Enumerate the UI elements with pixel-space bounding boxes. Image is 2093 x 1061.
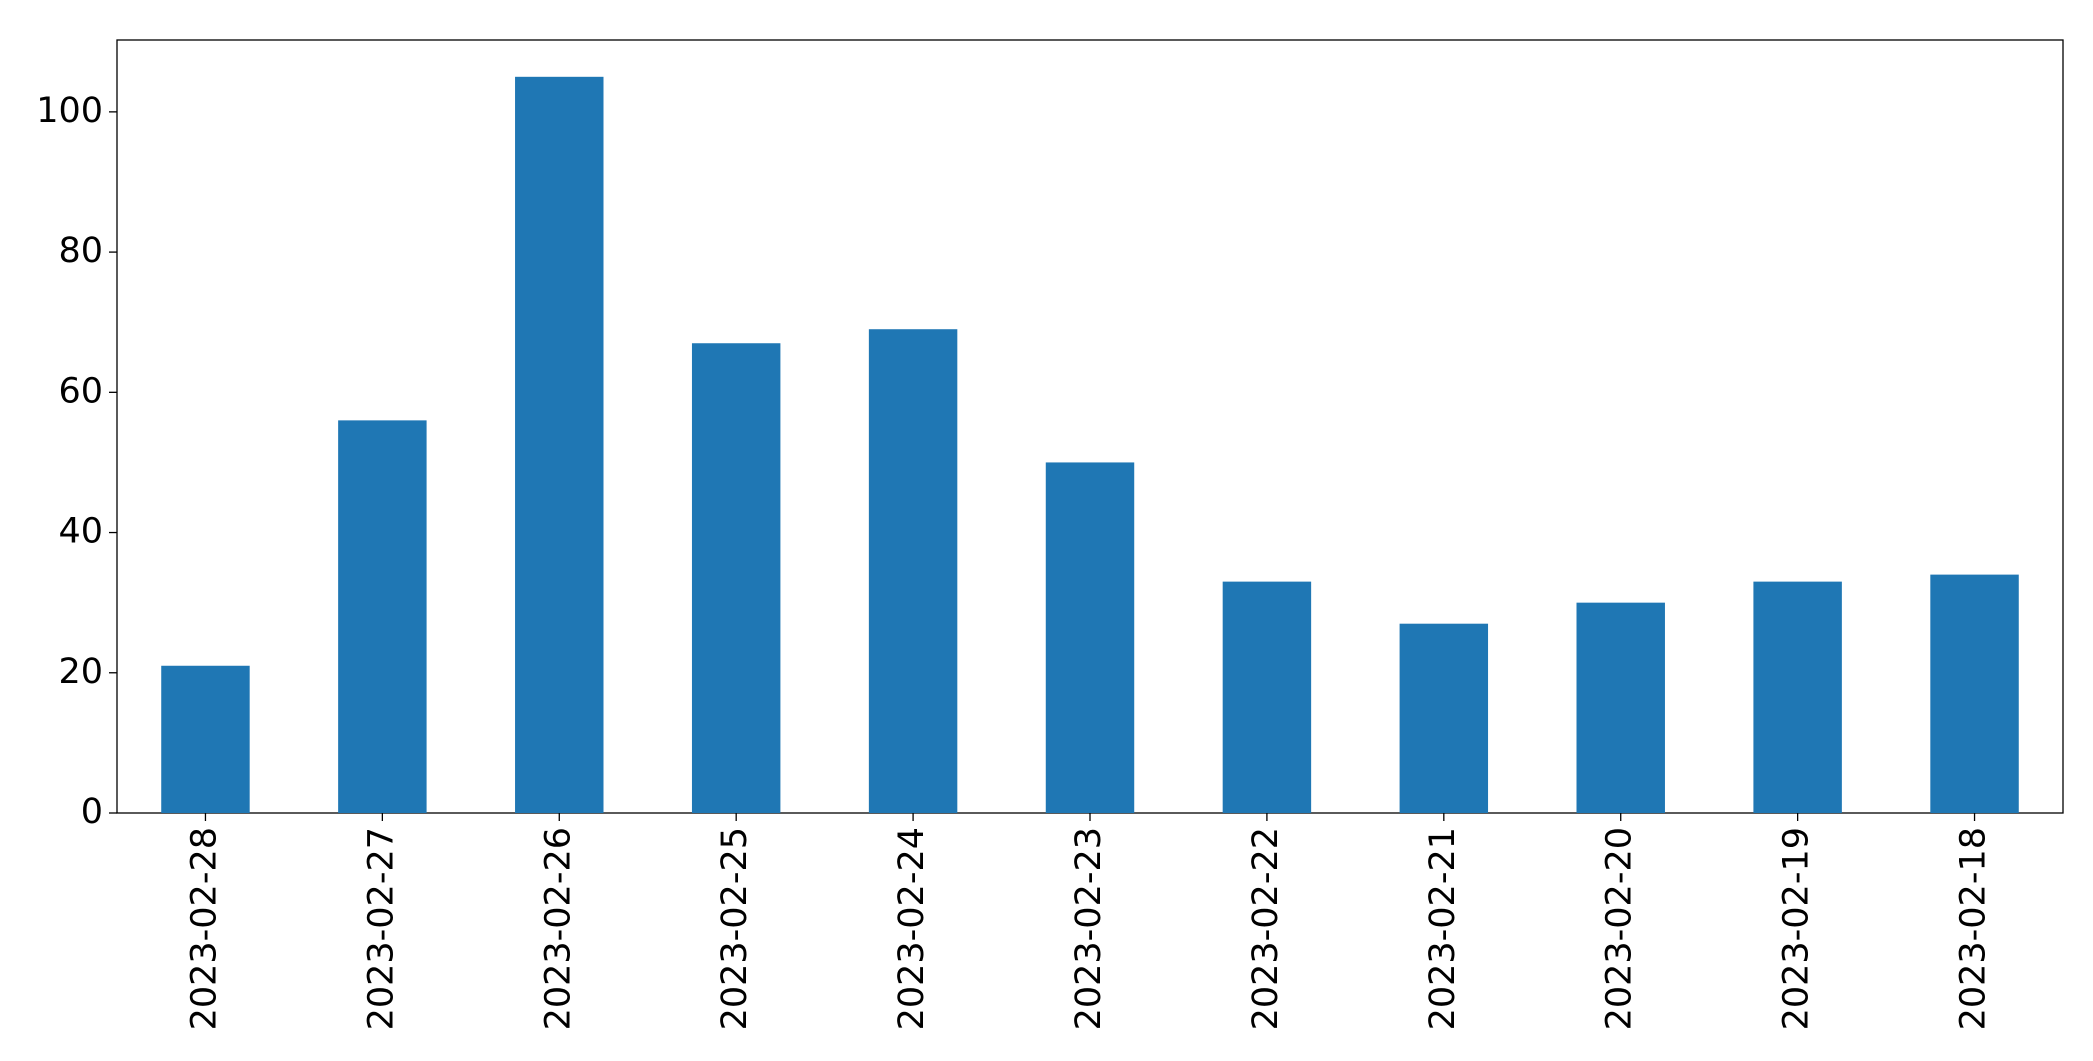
x-tick-label: 2023-02-24 xyxy=(892,827,932,1030)
bar xyxy=(515,76,604,814)
x-tick-label: 2023-02-18 xyxy=(1954,827,1994,1030)
bar xyxy=(1576,602,1665,813)
y-tick-label: 20 xyxy=(58,652,103,692)
bar xyxy=(691,343,781,813)
x-tick-label: 2023-02-19 xyxy=(1777,827,1817,1030)
bar xyxy=(161,665,250,813)
bar xyxy=(1045,462,1135,813)
y-tick-label: 80 xyxy=(58,231,103,271)
bar xyxy=(1399,623,1489,813)
x-tick-label: 2023-02-22 xyxy=(1246,827,1286,1030)
bar xyxy=(1930,574,2019,813)
x-tick-label: 2023-02-23 xyxy=(1069,827,1109,1030)
y-tick-label: 0 xyxy=(81,792,103,832)
y-tick-label: 40 xyxy=(58,512,103,552)
x-tick-label: 2023-02-28 xyxy=(184,827,224,1030)
bar xyxy=(1222,581,1312,813)
x-tick-label: 2023-02-25 xyxy=(715,827,755,1030)
bar xyxy=(338,420,427,813)
y-tick-label: 60 xyxy=(58,371,103,411)
x-tick-label: 2023-02-27 xyxy=(361,827,401,1030)
x-tick-label: 2023-02-26 xyxy=(538,827,578,1030)
x-tick-label: 2023-02-21 xyxy=(1423,827,1463,1030)
x-tick-label: 2023-02-20 xyxy=(1600,827,1640,1030)
bar xyxy=(868,329,958,813)
y-tick-label: 100 xyxy=(36,91,103,131)
bar xyxy=(1753,581,1842,813)
